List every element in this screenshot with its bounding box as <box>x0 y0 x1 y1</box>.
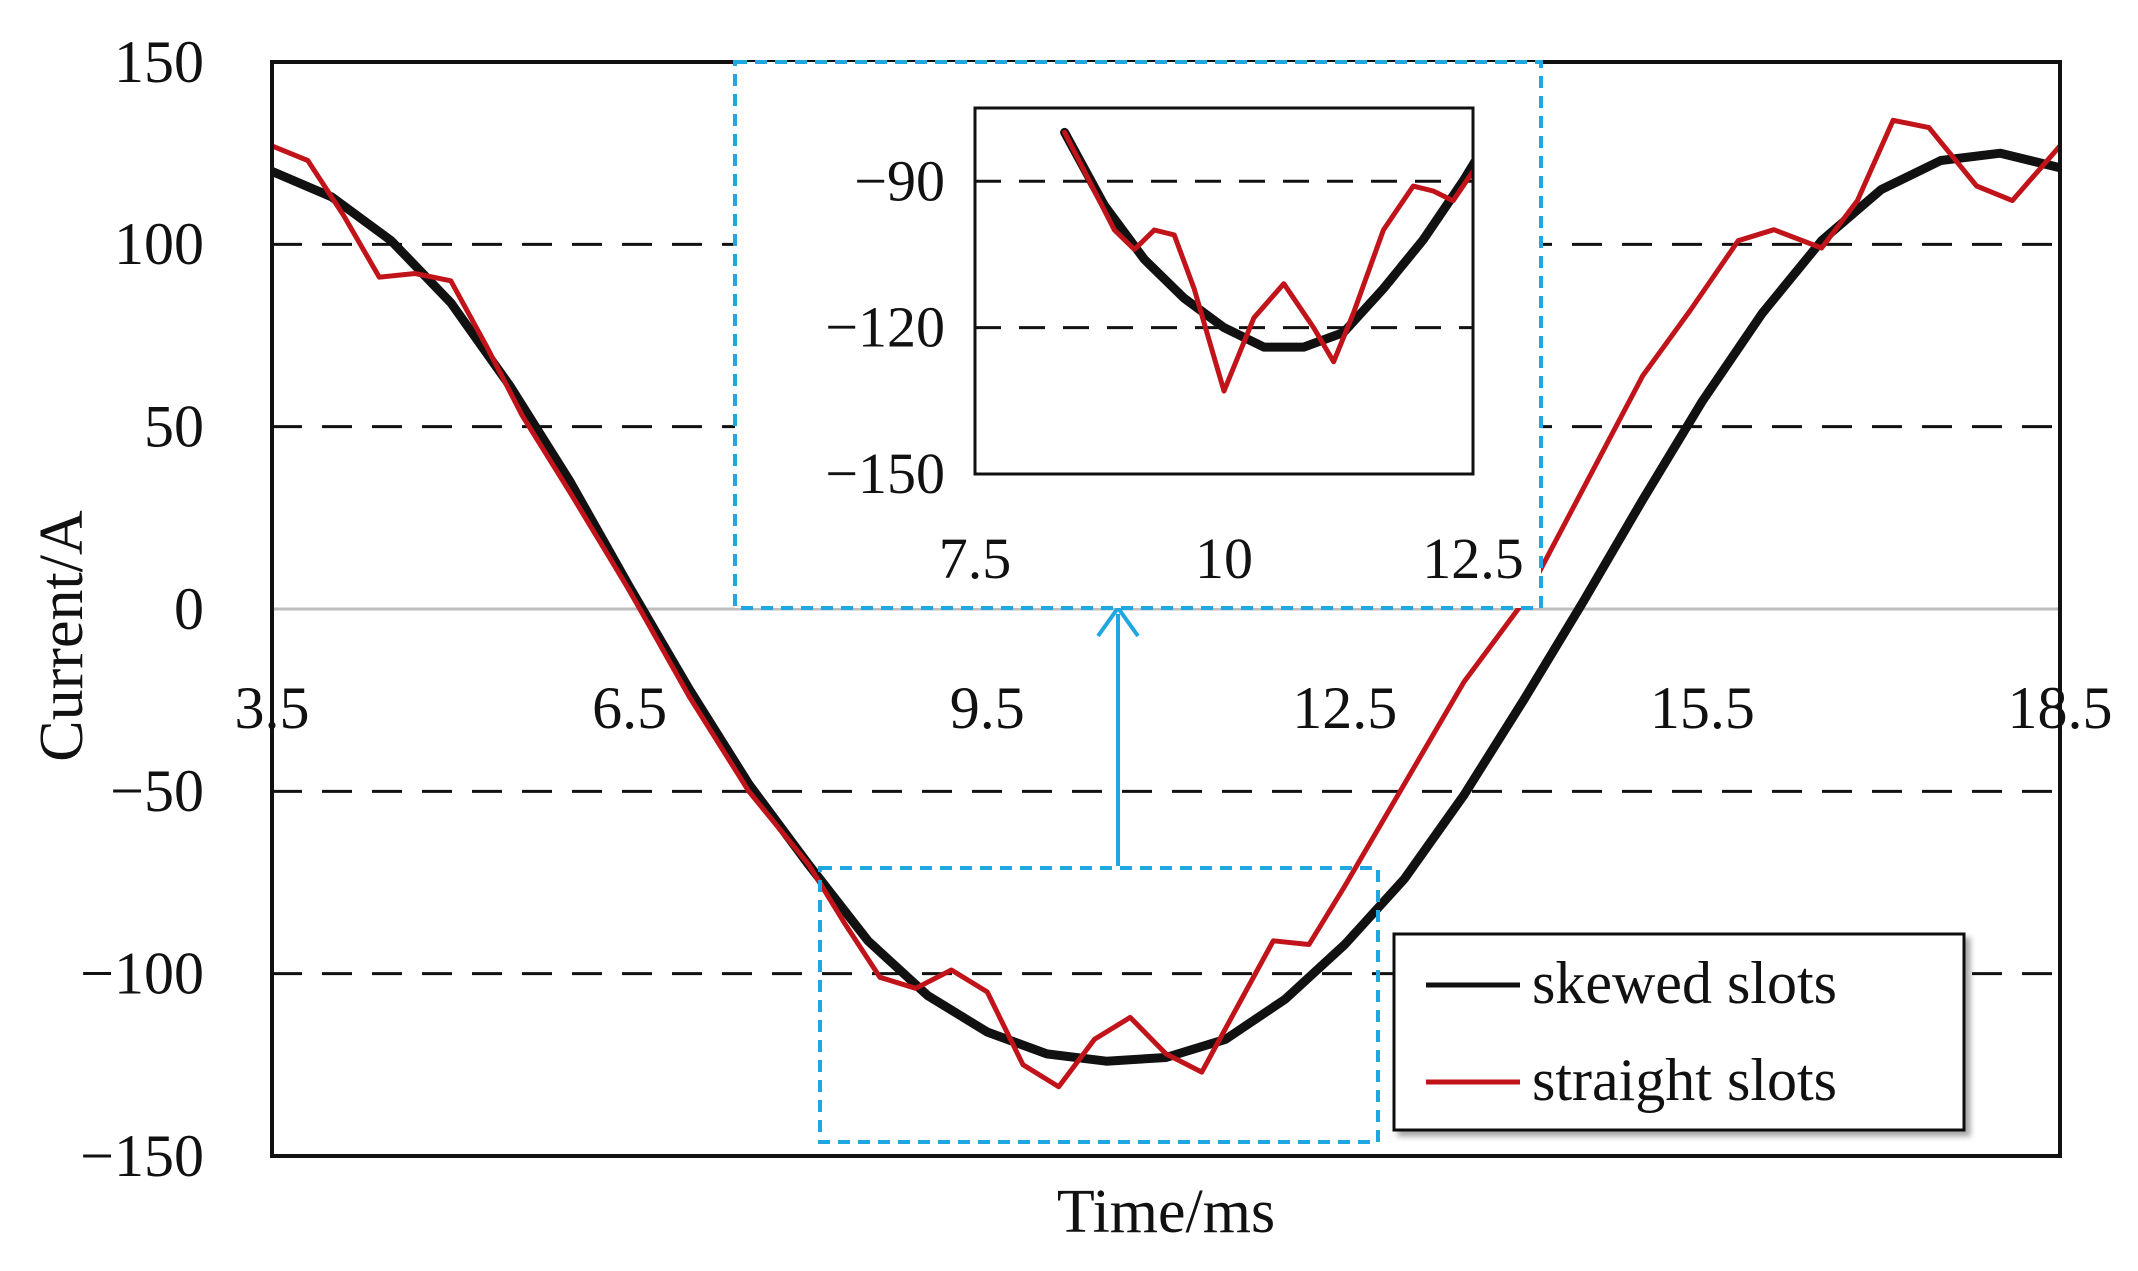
inset-plot-frame <box>973 106 1475 476</box>
main-y-tick-label: −50 <box>110 758 204 824</box>
zoom-region-box <box>818 866 1380 1144</box>
inset-callout-box <box>733 60 1543 610</box>
main-x-tick-label: 9.5 <box>950 675 1025 741</box>
inset-x-tick-label: 10 <box>1195 526 1253 591</box>
main-line-skewed-slots <box>272 148 2060 1066</box>
inset-x-tick-label: 12.5 <box>1422 526 1524 591</box>
y-axis-label: Current/A <box>28 510 96 762</box>
inset-y-ticks: −90 −120 −150 <box>825 148 945 506</box>
main-y-tick-label: 50 <box>144 393 204 459</box>
inset-line-series-1 <box>1062 129 1473 394</box>
legend-label-skewed: skewed slots <box>1532 950 1837 1016</box>
main-y-tick-label: 150 <box>114 29 204 95</box>
inset-background <box>735 62 1541 608</box>
main-x-tick-label: 6.5 <box>592 675 667 741</box>
legend-label-straight: straight slots <box>1532 1047 1837 1113</box>
inset-y-tick-label: −120 <box>825 295 945 360</box>
legend: skewed slots straight slots <box>1392 932 1966 1132</box>
main-x-tick-label: 15.5 <box>1650 675 1755 741</box>
x-axis-label: Time/ms <box>1057 1178 1275 1246</box>
main-x-ticks: 3.5 6.5 9.5 12.5 15.5 18.5 <box>235 675 2113 741</box>
main-y-tick-label: −100 <box>80 940 204 1006</box>
main-y-tick-label: 100 <box>114 211 204 277</box>
inset-chart: −90 −120 −150 7.5 10 12.5 <box>733 60 1543 610</box>
inset-y-tick-label: −90 <box>854 148 945 213</box>
main-y-ticks: 150 100 50 0 −50 −100 −150 <box>80 29 204 1189</box>
inset-gridlines <box>975 179 1473 330</box>
main-y-tick-label: 0 <box>174 576 204 642</box>
main-y-tick-label: −150 <box>80 1123 204 1189</box>
inset-y-tick-label: −150 <box>825 441 945 506</box>
inset-line-series-0 <box>1060 127 1473 352</box>
inset-x-ticks: 7.5 10 12.5 <box>939 526 1524 591</box>
main-line-straight-slots <box>272 117 2060 1090</box>
main-series-group <box>272 117 2060 1090</box>
legend-box <box>1392 932 1966 1132</box>
inset-series-group <box>1060 127 1473 394</box>
main-x-tick-label: 12.5 <box>1292 675 1397 741</box>
inset-x-tick-label: 7.5 <box>939 526 1012 591</box>
